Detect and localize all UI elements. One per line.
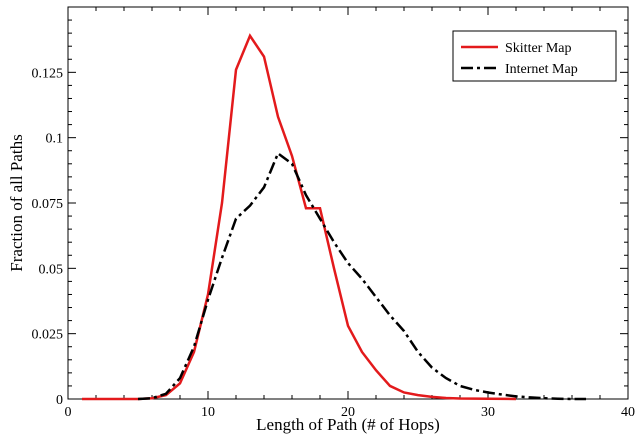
y-tick-label: 0.025: [32, 328, 64, 343]
x-tick-label: 20: [341, 405, 355, 420]
legend: Skitter Map Internet Map: [452, 30, 617, 82]
y-axis-label: Fraction of all Paths: [7, 134, 26, 271]
x-tick-label: 10: [201, 405, 215, 420]
y-tick-label: 0.1: [46, 132, 64, 147]
series-line-skitter-map: [82, 33, 517, 401]
y-tick-label: 0.05: [39, 262, 64, 277]
x-tick-label: 0: [65, 405, 72, 420]
x-tick-label: 30: [481, 405, 495, 420]
legend-label-skitter-map: Skitter Map: [505, 41, 572, 56]
x-axis-label: Length of Path (# of Hops): [256, 415, 440, 434]
x-axis: 0 10 20 30 40: [65, 7, 635, 420]
legend-label-internet-map: Internet Map: [505, 62, 578, 77]
y-tick-label: 0: [56, 393, 63, 408]
series-line-internet-map: [137, 151, 586, 401]
y-tick-label: 0.075: [32, 197, 64, 212]
y-tick-label: 0.125: [32, 66, 64, 81]
series-layer: [82, 33, 586, 401]
legend-box: [452, 30, 617, 82]
y-axis: 0 0.025 0.05 0.075 0.1 0.125: [32, 6, 628, 408]
x-tick-label: 40: [621, 405, 635, 420]
